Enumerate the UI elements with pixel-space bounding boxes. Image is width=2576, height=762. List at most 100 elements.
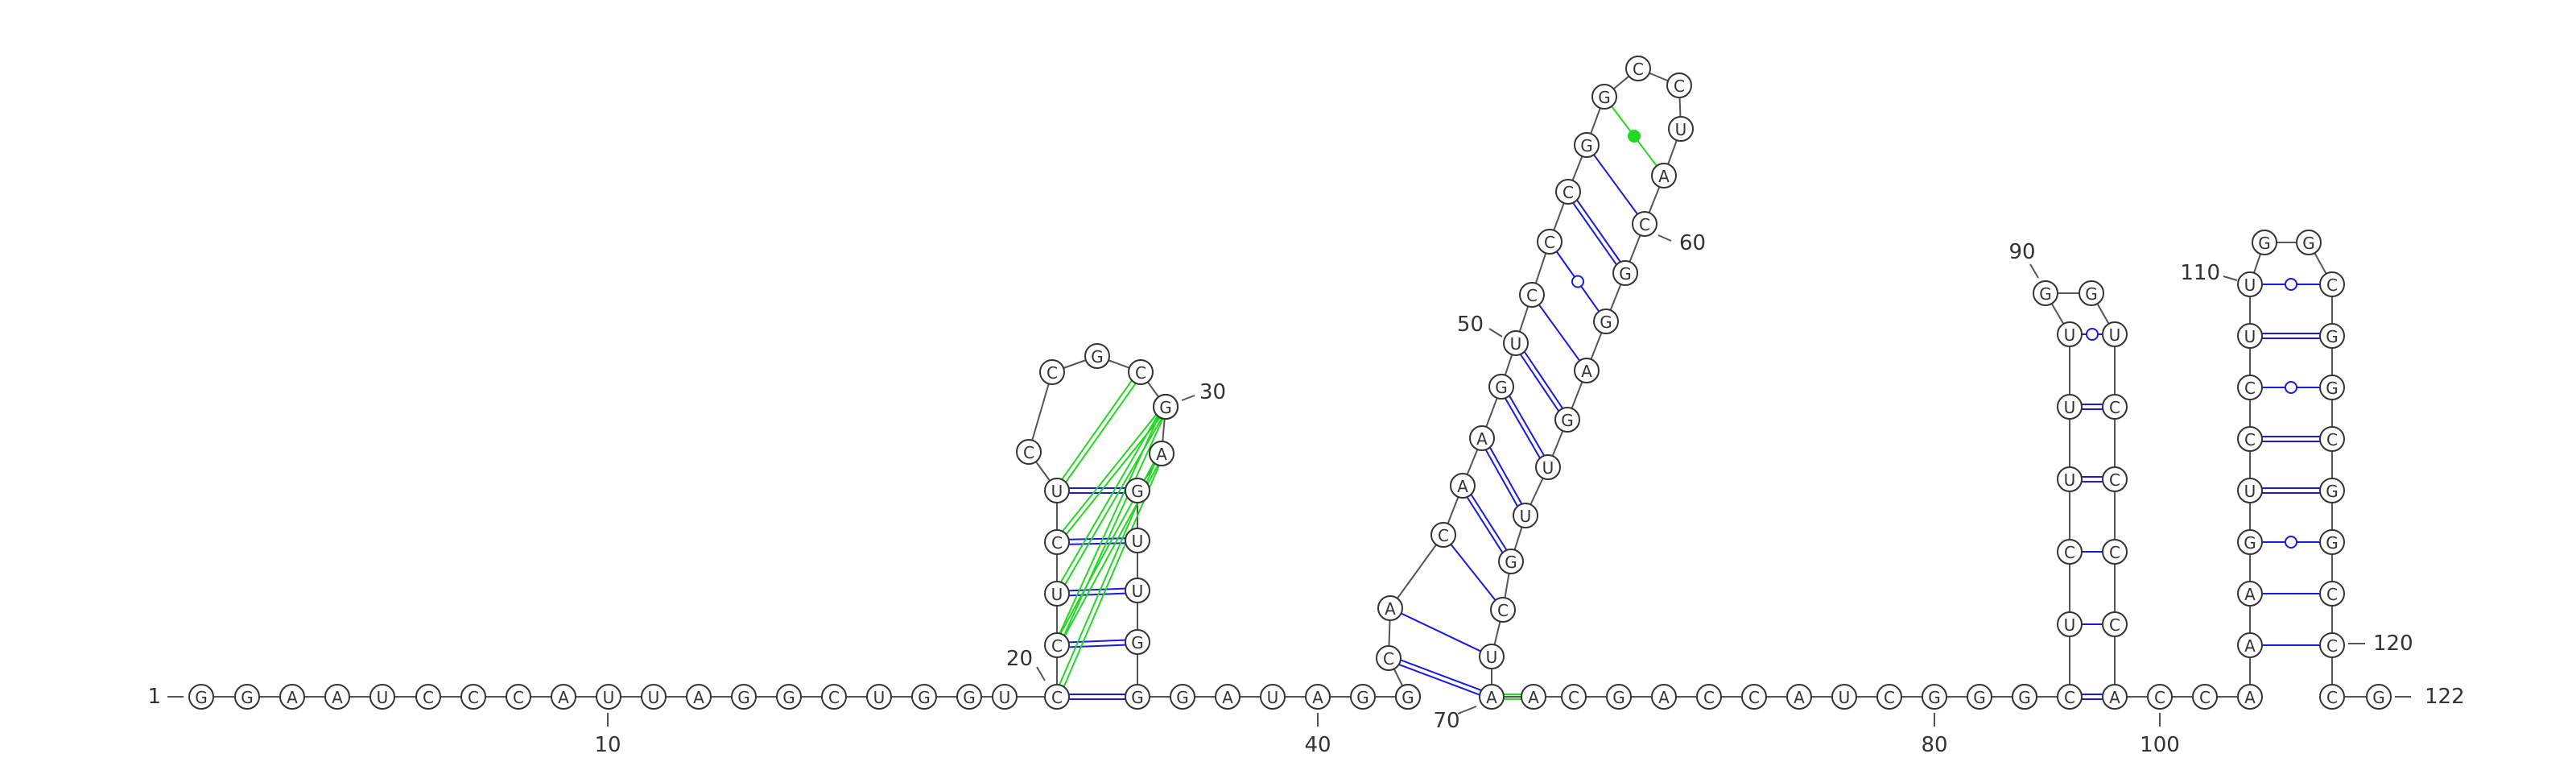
nucleotide-85: U [2058,612,2082,636]
nucleotide-letter: C [2244,430,2256,449]
nucleotide-letter: A [1528,688,1539,707]
nucleotide-83: G [2013,685,2037,709]
nucleotide-4: A [325,685,349,709]
nucleotide-letter: U [377,688,389,707]
nucleotide-67: G [1499,549,1523,574]
nucleotide-103: G [2238,530,2262,554]
nucleotide-letter: G [1505,553,1517,572]
nucleotide-18: G [957,685,981,709]
nucleotide-letter: C [2199,688,2211,707]
nucleotide-letter: G [2372,688,2385,707]
nucleotide-107: U [2238,324,2262,348]
nucleotide-48: A [1470,426,1494,450]
nucleotide-letter: A [2244,636,2256,656]
nucleotide-letter: A [558,688,569,707]
nucleotide-91: G [2079,281,2103,305]
nucleotide-letter: U [999,688,1011,707]
nucleotide-letter: A [332,688,343,707]
svg-text:40: 40 [1304,733,1331,757]
nucleotide-86: C [2058,540,2082,564]
nucleotide-37: G [1170,685,1195,709]
position-labels-layer: 1 122102030405060708090100110120 [147,231,2464,757]
base-pair [2262,488,2320,493]
nucleotide-66: U [1513,503,1538,528]
nucleotide-26: C [1040,360,1064,384]
position-label: 90 [2008,240,2038,278]
nucleotide-letter: C [1051,636,1063,656]
nucleotide-81: G [1967,685,1992,709]
svg-text:80: 80 [1921,733,1947,757]
position-label: 40 [1304,713,1331,757]
nucleotide-letter: C [1639,215,1650,234]
nucleotide-letter: G [1612,688,1625,707]
nucleotide-letter: U [2244,482,2256,501]
nucleotide-1: G [189,685,213,709]
position-label: 80 [1921,713,1947,757]
nucleotide-70: A [1480,685,1504,709]
nucleotide-letter: G [918,688,931,707]
nucleotide-21: C [1045,633,1069,657]
nucleotide-letter: G [1131,688,1144,707]
nucleotide-2: G [235,685,259,709]
nucleotide-letter: G [782,688,795,707]
nucleotide-letter: U [648,688,660,707]
nucleotide-30: G [1154,395,1178,419]
base-pair [1059,416,1162,635]
svg-text:50: 50 [1457,313,1484,337]
nucleotide-letter: A [2109,688,2120,707]
base-pair [1612,106,1657,166]
nucleotide-letter: G [1598,88,1611,107]
nucleotide-letter: C [1703,688,1715,707]
nucleotide-41: G [1351,685,1375,709]
nucleotide-letter: G [1131,633,1144,652]
nucleotide-16: U [867,685,891,709]
nucleotide-letter: C [1383,649,1394,669]
nucleotide-14: G [777,685,801,709]
nucleotide-letter: U [1051,482,1063,501]
nucleotide-35: G [1125,630,1150,654]
nucleotide-letter: G [1176,688,1189,707]
nucleotide-letter: C [423,688,434,707]
svg-text:30: 30 [1199,380,1226,404]
nucleotide-111: C [2320,272,2344,296]
nucleotide-114: C [2320,427,2344,451]
nucleotide-92: U [2103,322,2127,346]
nucleotide-letter: C [828,688,840,707]
nucleotide-76: C [1742,685,1766,709]
nucleotide-letter: G [1619,264,1632,284]
nucleotide-49: G [1489,375,1513,399]
base-pair [1063,415,1160,534]
nucleotide-99: C [2193,685,2217,709]
nucleotide-letter: C [1135,363,1146,383]
nucleotide-57: C [1667,73,1691,97]
nucleotide-80: G [1922,685,1946,709]
nucleotide-36: G [1125,685,1150,709]
nucleotide-69: U [1480,644,1504,669]
nucleotide-letter: C [1438,526,1449,545]
nucleotide-31: A [1150,441,1174,466]
nucleotide-71: A [1521,685,1546,709]
nucleotide-letter: G [2085,284,2098,304]
nucleotide-105: C [2238,427,2262,451]
nucleotide-letter: U [2244,275,2256,295]
nucleotide-79: C [1877,685,1901,709]
nucleotide-letter: G [1495,378,1508,397]
nucleotide-34: U [1125,578,1150,603]
nucleotide-39: U [1261,685,1285,709]
nucleotide-96: C [2103,612,2127,636]
nucleotide-13: G [732,685,756,709]
nucleotide-24: U [1045,478,1069,503]
nucleotide-letter: C [1023,443,1034,462]
nucleotide-97: A [2103,685,2127,709]
base-pairs-layer [1059,106,2320,699]
nucleotide-63: A [1575,358,1599,383]
nucleotide-letter: U [603,688,615,707]
nucleotide-120: G [2367,685,2391,709]
nucleotide-60: C [1633,212,1657,236]
nucleotide-108: U [2238,272,2262,296]
nucleotide-letter: G [241,688,254,707]
nucleotide-45: A [1378,596,1402,620]
nucleotide-letter: C [2244,379,2256,398]
nucleotide-90: G [2033,281,2058,305]
nucleotide-letter: C [2109,543,2120,562]
